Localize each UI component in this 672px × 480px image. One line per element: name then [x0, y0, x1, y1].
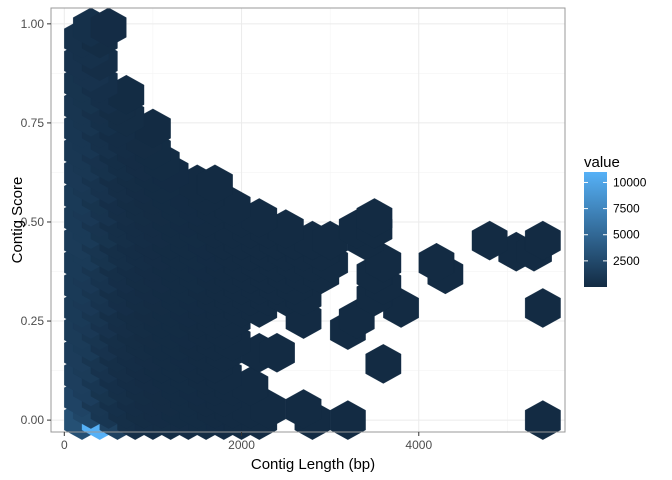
hex-bin — [471, 220, 508, 261]
hex-bin — [356, 198, 393, 238]
hex-bin — [330, 400, 366, 440]
panel-border — [50, 7, 566, 433]
legend-ticks: 10000 7500 5000 2500 — [584, 175, 647, 268]
y-tick-label: 0.00 — [21, 413, 45, 427]
legend-tick-label: 2500 — [613, 254, 640, 268]
y-axis-title: Contig Score — [9, 177, 26, 264]
y-tick-label: 0.75 — [21, 116, 45, 130]
legend-tick-label: 7500 — [613, 202, 640, 216]
x-tick-label: 4000 — [405, 438, 432, 452]
hex-bin — [90, 7, 127, 48]
plot-panel — [50, 7, 566, 440]
hex-bins — [64, 7, 561, 440]
hex-bin — [285, 389, 322, 429]
x-axis-ticks: 0 2000 4000 — [61, 432, 432, 452]
legend-tick-label: 5000 — [613, 228, 640, 242]
hex-bin — [259, 332, 295, 373]
legend-title: value — [584, 154, 620, 171]
legend-colorbar — [584, 172, 607, 287]
x-tick-label: 0 — [61, 438, 68, 452]
x-axis-title: Contig Length (bp) — [251, 456, 375, 473]
y-tick-label: 1.00 — [21, 17, 45, 31]
hex-bin — [197, 164, 233, 205]
color-legend: value 10000 7500 5000 2500 — [584, 154, 647, 287]
legend-tick-label: 10000 — [613, 175, 647, 189]
y-tick-label: 0.50 — [21, 215, 45, 229]
hex-bin — [418, 242, 455, 283]
x-tick-label: 2000 — [228, 438, 255, 452]
y-axis-ticks: 0.00 0.25 0.50 0.75 1.00 — [21, 17, 51, 427]
hex-bin — [524, 400, 561, 440]
hex-bin — [524, 220, 561, 261]
hex-bin — [365, 344, 402, 384]
y-tick-label: 0.25 — [21, 314, 45, 328]
hex-bin — [524, 288, 561, 328]
